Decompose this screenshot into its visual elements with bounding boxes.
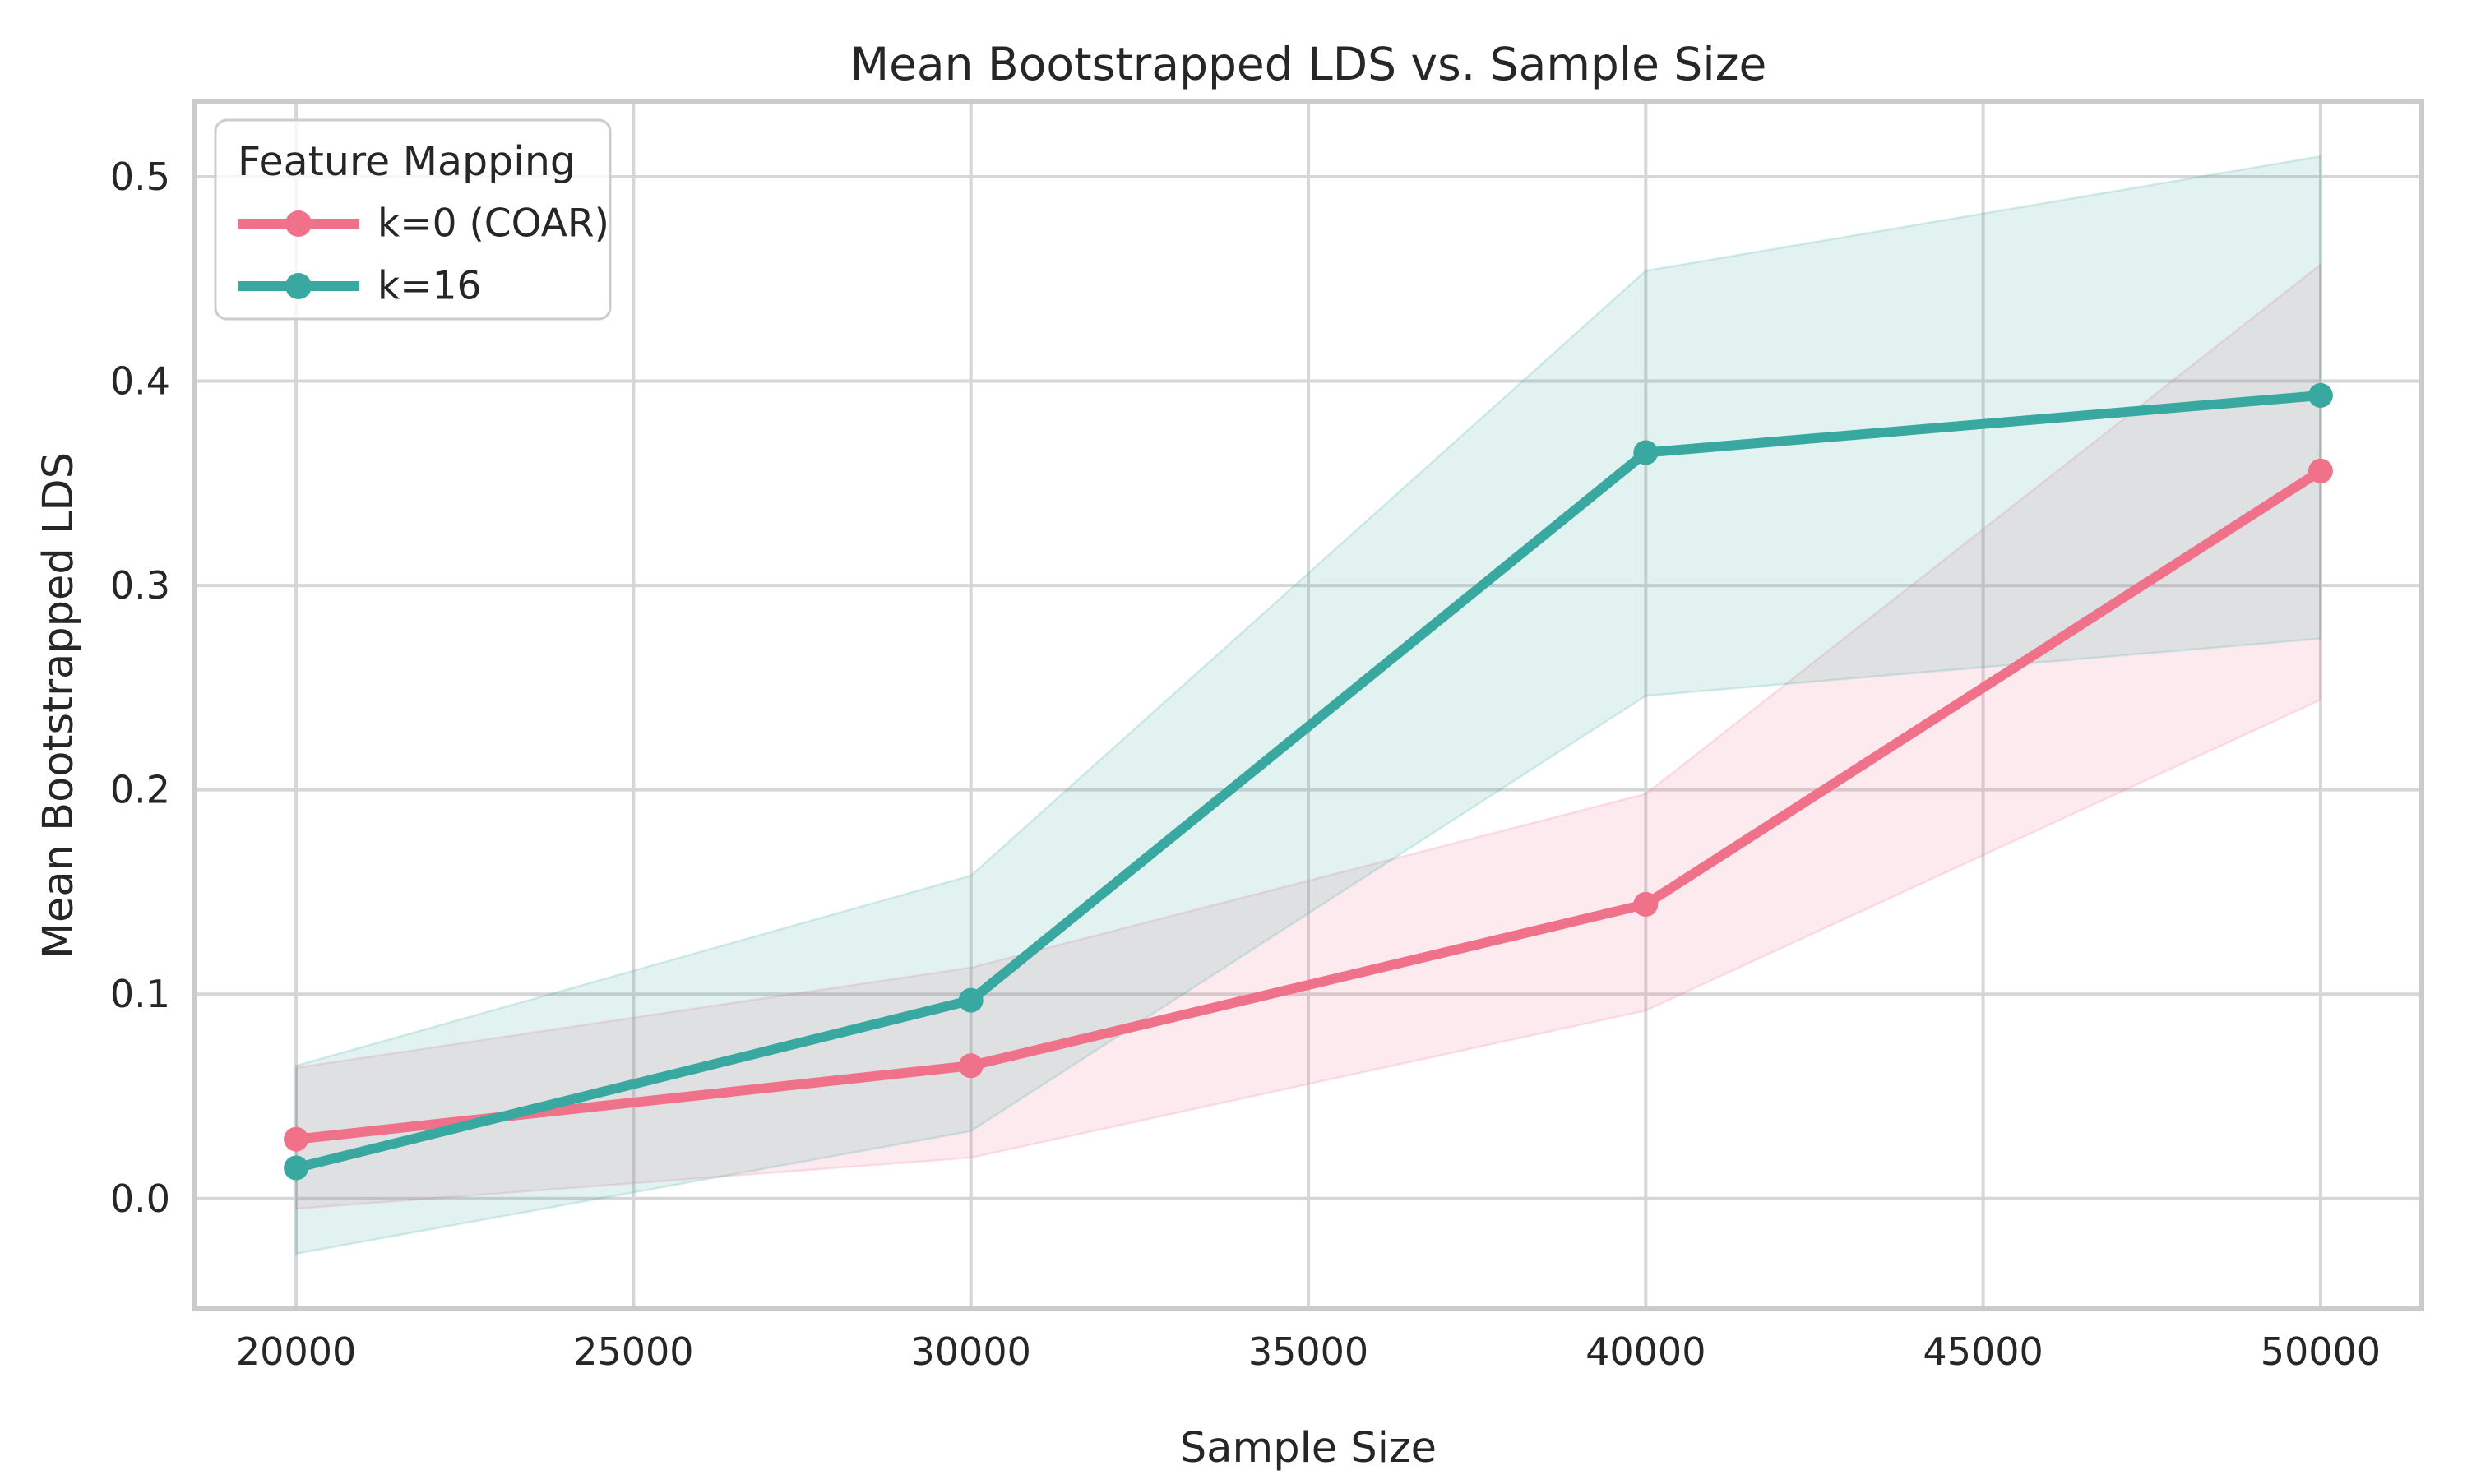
gridlines (195, 101, 2422, 1309)
x-tick-label-35000: 35000 (1248, 1329, 1368, 1374)
y-tick-label-0.3: 0.3 (110, 563, 170, 608)
legend-entry-1: k=16 (238, 264, 481, 309)
legend-marker-0 (285, 210, 312, 237)
legend-marker-1 (285, 273, 312, 299)
plot-area-border (192, 99, 2424, 1311)
series-line-0 (291, 465, 2326, 1144)
data-point-0-30000 (958, 1053, 984, 1079)
y-tick-label-0.5: 0.5 (110, 155, 170, 199)
legend-title: Feature Mapping (238, 138, 576, 185)
y-tick-label-0.0: 0.0 (110, 1177, 170, 1221)
legend-box (214, 118, 612, 321)
data-point-0-40000 (1633, 891, 1659, 917)
data-point-0-20000 (284, 1126, 309, 1152)
legend-label-0: k=0 (COAR) (377, 201, 609, 247)
legend: Feature Mapping k=0 (COAR) k=16 (214, 118, 612, 321)
x-tick-label-50000: 50000 (2261, 1329, 2381, 1374)
data-point-0-50000 (2307, 458, 2333, 483)
legend-label-1: k=16 (377, 264, 481, 309)
x-tick-label-30000: 30000 (911, 1329, 1031, 1374)
legend-entry-0: k=0 (COAR) (238, 201, 609, 247)
confidence-band-1 (294, 155, 2322, 1255)
data-point-1-30000 (958, 987, 984, 1013)
data-point-1-20000 (284, 1155, 309, 1181)
tick-labels: 20000 25000 30000 35000 40000 45000 50000 0.0 0.… (110, 155, 2381, 1374)
data-point-1-40000 (1633, 440, 1659, 465)
data-point-1-50000 (2307, 382, 2333, 408)
x-tick-label-45000: 45000 (1923, 1329, 2043, 1374)
x-tick-label-25000: 25000 (573, 1329, 693, 1374)
series-line-1 (291, 390, 2326, 1173)
x-axis-label: Sample Size (1180, 1424, 1437, 1472)
y-tick-label-0.1: 0.1 (110, 972, 170, 1016)
y-tick-label-0.2: 0.2 (110, 768, 170, 812)
y-tick-label-0.4: 0.4 (110, 359, 170, 404)
y-axis-label: Mean Bootstrapped LDS (35, 452, 83, 959)
chart-title: Mean Bootstrapped LDS vs. Sample Size (850, 38, 1767, 90)
x-tick-label-20000: 20000 (236, 1329, 356, 1374)
x-tick-label-40000: 40000 (1585, 1329, 1706, 1374)
series-lines (284, 382, 2333, 1181)
